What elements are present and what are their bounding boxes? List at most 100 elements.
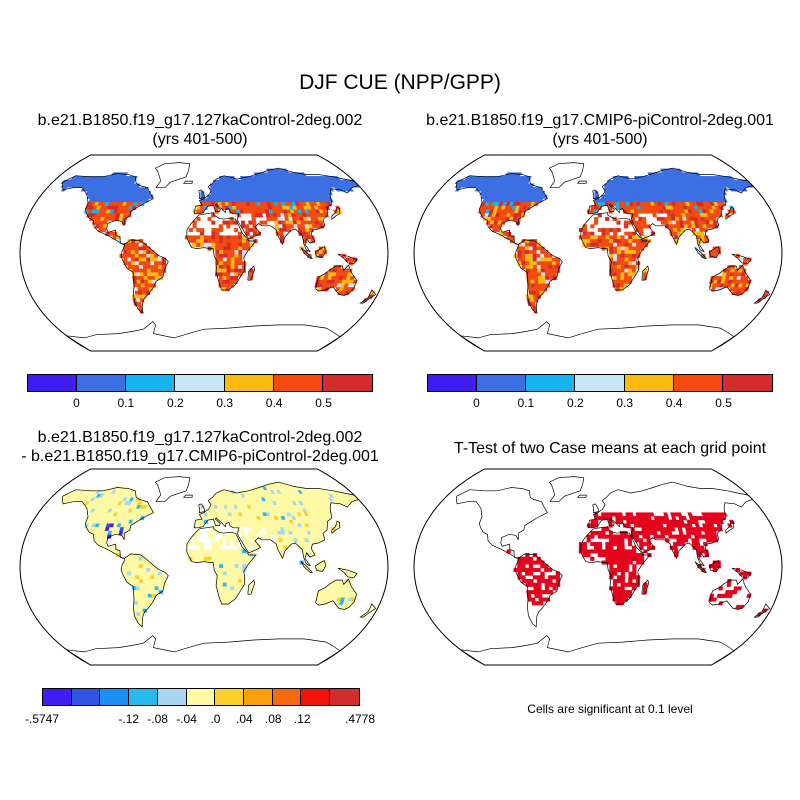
colorbar-tick-label: 0.3 (216, 396, 234, 410)
colorbar-case1-labels: 0 0.1 0.2 0.3 0.4 0.5 (27, 396, 373, 412)
colorbar-tick-label: .08 (264, 712, 282, 726)
coastline-newguinea (731, 253, 752, 265)
coastline-samerica (514, 239, 563, 314)
panel-case1-title-line2: (yrs 401-500) (152, 131, 248, 148)
colorbar-swatch (28, 375, 78, 391)
colorbar-difference-labels: -.5747 -.12 -.08 -.04 .0 .04 .08 .12 .4778 (25, 712, 375, 728)
map-case1-map-border (19, 154, 389, 352)
map-case2-coastlines (455, 162, 771, 351)
map-ttest-grid-cells (506, 512, 769, 617)
colorbar-swatch (71, 689, 101, 705)
coastline-greenland (548, 476, 585, 503)
coastline-namerica (61, 173, 154, 245)
colorbar-swatch (575, 375, 625, 391)
coastline-eurasia (587, 481, 754, 567)
coastline-newzealand (359, 603, 377, 618)
coastline-eurasia (587, 167, 754, 253)
colorbar-tick-label: -.08 (147, 712, 168, 726)
coastline-samerica (514, 553, 563, 628)
coastline-greenland (154, 476, 191, 503)
colorbar-swatch (43, 689, 72, 705)
colorbar-swatch (428, 375, 478, 391)
colorbar-tick-label: 0.5 (715, 396, 732, 410)
colorbar-swatch (244, 689, 273, 705)
colorbar-swatch (77, 375, 127, 391)
colorbar-swatch (126, 375, 176, 391)
coastline-borneo (315, 559, 326, 572)
colorbar-tick-label: 0.2 (566, 396, 584, 410)
coastline-australia (709, 578, 751, 610)
coastline-australia (709, 264, 751, 296)
coastline-greenland (548, 162, 585, 189)
colorbar-swatch (100, 689, 130, 705)
coastline-borneo (709, 245, 720, 258)
colorbar-tick-label: 0.4 (265, 396, 283, 410)
coastline-africa (580, 212, 651, 291)
colorbar-swatch (673, 375, 723, 391)
map-difference-coastlines (61, 476, 377, 665)
colorbar-tick-label: .12 (293, 712, 311, 726)
map-ttest (413, 468, 783, 666)
coastline-samerica (120, 239, 169, 314)
coastline-eurasia (193, 481, 360, 567)
coastline-newguinea (731, 567, 752, 579)
coastline-borneo (709, 559, 720, 572)
coastline-namerica (455, 487, 548, 559)
colorbar-tick-label: .4778 (344, 712, 376, 726)
colorbar-tick-label: 0.1 (117, 396, 135, 410)
coastline-sumatra (694, 247, 708, 259)
coastline-japan (725, 206, 735, 220)
coastline-madagascar (247, 579, 256, 595)
coastline-antarctica (460, 321, 735, 351)
coastline-newzealand (753, 289, 771, 304)
panel-case1-title-line1: b.e21.B1850.f19_g17.127kaControl-2deg.00… (37, 112, 363, 129)
colorbar-swatch (129, 689, 158, 705)
map-case1-grid-cells (60, 168, 376, 314)
colorbar-tick-label: 0.2 (166, 396, 184, 410)
coastline-antarctica (66, 635, 341, 665)
panel-difference-title-line1: b.e21.B1850.f19_g17.127kaControl-2deg.00… (37, 429, 363, 446)
coastline-sumatra (300, 247, 314, 259)
coastline-sumatra (694, 561, 708, 573)
coastline-australia (315, 578, 357, 610)
colorbar-difference (42, 688, 360, 706)
map-case2-map-border (413, 154, 783, 352)
coastline-madagascar (247, 265, 256, 281)
map-case2 (413, 154, 783, 352)
colorbar-tick-label: 0 (73, 396, 80, 410)
coastline-uk (592, 189, 600, 200)
colorbar-swatch (624, 375, 674, 391)
colorbar-tick-label: 0.3 (616, 396, 634, 410)
colorbar-tick-label: .0 (210, 712, 221, 726)
colorbar-swatch (224, 375, 274, 391)
colorbar-tick-label: -.04 (176, 712, 197, 726)
coastline-iceland (182, 494, 193, 498)
colorbar-tick-label: 0.5 (315, 396, 332, 410)
map-difference-map-border (19, 468, 389, 666)
coastline-japan (331, 206, 341, 220)
colorbar-swatch (273, 375, 323, 391)
colorbar-swatch (301, 689, 331, 705)
map-case1 (19, 154, 389, 352)
coastline-borneo (315, 245, 326, 258)
colorbar-swatch (272, 689, 302, 705)
coastline-madagascar (641, 579, 650, 595)
coastline-iceland (182, 180, 193, 184)
coastline-sumatra (300, 561, 314, 573)
map-ttest-coastlines (455, 476, 771, 665)
colorbar-swatch (477, 375, 527, 391)
coastline-eurasia (193, 167, 360, 253)
significance-note: Cells are significant at 0.1 level (527, 702, 693, 716)
panel-ttest-title: T-Test of two Case means at each grid po… (453, 440, 767, 457)
colorbar-swatch (157, 689, 187, 705)
coastline-africa (186, 212, 257, 291)
colorbar-swatch (215, 689, 245, 705)
colorbar-tick-label: -.12 (118, 712, 140, 726)
coastline-uk (198, 503, 206, 514)
map-case1-coastlines (61, 162, 377, 351)
coastline-uk (198, 189, 206, 200)
colorbar-case1 (27, 374, 373, 392)
colorbar-swatch (175, 375, 225, 391)
map-case2-grid-cells (454, 168, 770, 314)
colorbar-tick-label: .04 (236, 712, 253, 726)
